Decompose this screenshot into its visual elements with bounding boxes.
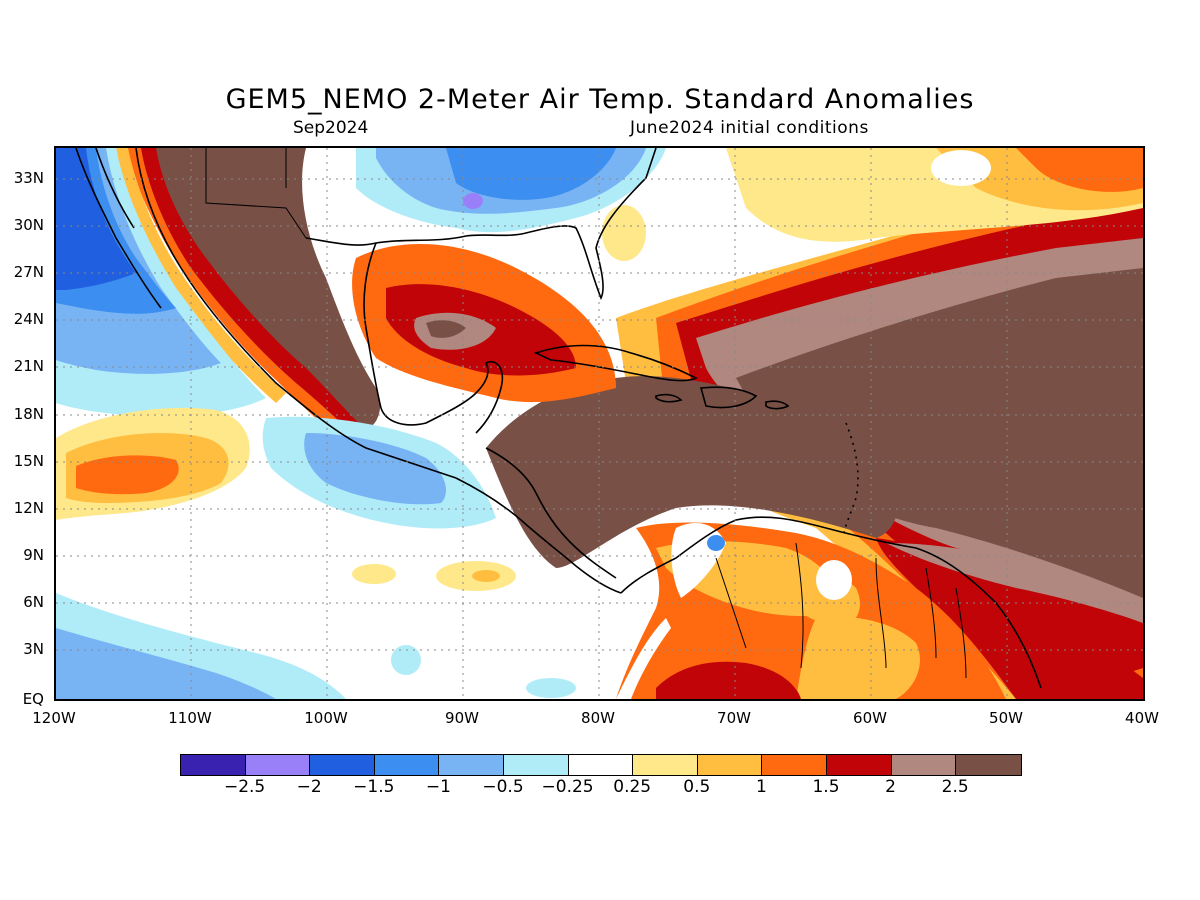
lon-label: 120W (32, 709, 76, 727)
colorbar-swatch (633, 755, 698, 775)
lon-label: 50W (989, 709, 1023, 727)
lat-label: 3N (23, 640, 44, 658)
lat-label: 27N (13, 263, 44, 281)
lon-label: 40W (1125, 709, 1159, 727)
colorbar-swatch (826, 755, 892, 775)
colorbar-label: 0.25 (613, 777, 652, 797)
anomaly-map-canvas (56, 148, 1143, 699)
colorbar-label: 2.5 (941, 777, 969, 797)
colorbar-label: 0.5 (683, 777, 711, 797)
colorbar-swatch (503, 755, 569, 775)
colorbar-swatch (891, 755, 957, 775)
colorbar-swatch (245, 755, 311, 775)
colorbar-label: −1.5 (353, 777, 395, 797)
colorbar-label: −0.5 (482, 777, 524, 797)
lat-label: 33N (13, 169, 44, 187)
colorbar-swatch (762, 755, 827, 775)
colorbar-swatch (697, 755, 763, 775)
lat-label: 15N (13, 452, 44, 470)
colorbar-swatch (374, 755, 440, 775)
lon-label: 110W (168, 709, 212, 727)
colorbar-label: −2.5 (223, 777, 266, 797)
lon-label: 80W (581, 709, 615, 727)
lon-label: 90W (445, 709, 479, 727)
lon-label: 100W (304, 709, 348, 727)
colorbar-swatch (956, 755, 1021, 775)
lat-label: 12N (13, 499, 44, 517)
colorbar-label: −1 (425, 777, 451, 797)
lat-label: 21N (13, 357, 44, 375)
colorbar-label: −2 (296, 777, 322, 797)
colorbar-label: 1.5 (812, 777, 840, 797)
colorbar-swatch (310, 755, 375, 775)
colorbar-swatch (181, 755, 246, 775)
lat-label: 24N (13, 310, 44, 328)
colorbar-label: 2 (885, 777, 896, 797)
lat-label: 9N (23, 546, 44, 564)
lat-label: 6N (23, 593, 44, 611)
lon-label: 70W (717, 709, 751, 727)
colorbar-swatch (439, 755, 504, 775)
lat-label: 18N (13, 405, 44, 423)
colorbar-swatch (568, 755, 634, 775)
anomaly-map (54, 146, 1145, 701)
lon-label: 60W (853, 709, 887, 727)
chart-title: GEM5_NEMO 2-Meter Air Temp. Standard Ano… (225, 84, 975, 115)
colorbar-label: 1 (755, 777, 767, 797)
colorbar (180, 754, 1022, 776)
lat-label: 30N (13, 216, 44, 234)
colorbar-label: −0.25 (541, 777, 594, 797)
lat-label: EQ (22, 690, 44, 708)
initial-conditions: June2024 initial conditions (630, 118, 869, 138)
forecast-month: Sep2024 (293, 118, 369, 138)
